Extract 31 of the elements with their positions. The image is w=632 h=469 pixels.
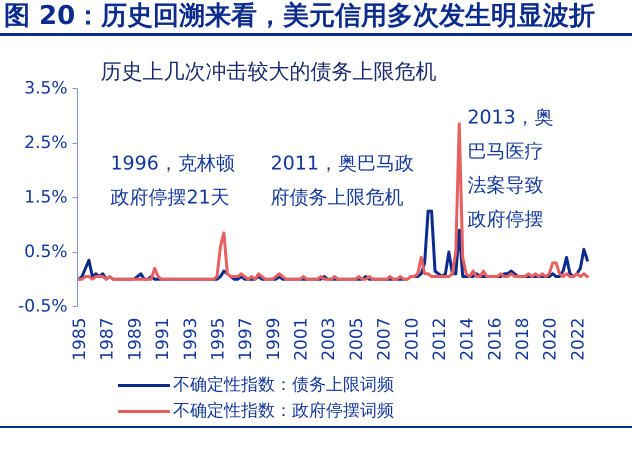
x-tick-label: 2018 — [513, 318, 534, 361]
x-tick-label: 2014 — [458, 318, 478, 361]
chart-title: 图 20：历史回溯来看，美元信用多次发生明显波折 — [4, 0, 596, 32]
x-tick-label: 1987 — [98, 318, 118, 361]
x-tick-label: 1991 — [153, 318, 174, 361]
x-tick-label: 2003 — [319, 318, 340, 361]
y-tick-label: 3.5% — [24, 78, 68, 98]
x-tick-label: 1995 — [208, 318, 228, 361]
x-tick-label: 2001 — [292, 318, 312, 361]
y-tick-label: -0.5% — [18, 296, 68, 316]
x-tick-label: 2010 — [402, 318, 422, 361]
x-tick-label: 2020 — [540, 318, 561, 361]
x-tick-label: 1989 — [125, 318, 146, 361]
x-tick-label: 2016 — [485, 318, 506, 361]
x-tick-label: 2007 — [374, 318, 395, 361]
x-tick-label: 2022 — [568, 318, 588, 361]
y-tick-label: 1.5% — [24, 188, 68, 208]
x-tick-label: 1999 — [264, 318, 284, 361]
annotation: 1996，克林顿政府停摆21天 — [110, 152, 235, 208]
legend-label: 不确定性指数：债务上限词频 — [173, 374, 394, 396]
y-tick-label: 0.5% — [24, 242, 68, 262]
y-tick-label: 2.5% — [24, 133, 68, 153]
x-tick-label: 1985 — [70, 318, 90, 361]
legend-label: 不确定性指数：政府停摆词频 — [173, 400, 394, 422]
x-tick-label: 1997 — [236, 318, 256, 361]
x-tick-label: 1993 — [180, 318, 201, 361]
chart-subtitle: 历史上几次冲击较大的债务上限危机 — [100, 60, 436, 84]
annotation: 2011，奥巴马政府债务上限危机 — [270, 152, 414, 208]
annotation: 2013，奥巴马医疗法案导致政府停摆 — [467, 106, 554, 230]
x-tick-label: 2005 — [346, 318, 367, 361]
x-tick-label: 2012 — [430, 318, 450, 361]
